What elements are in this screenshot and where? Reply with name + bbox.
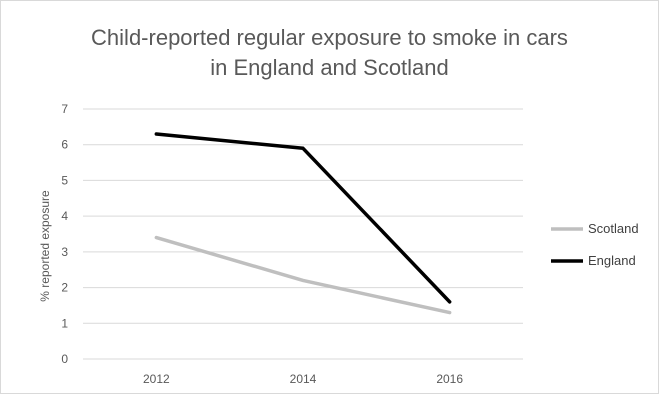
series-line-scotland xyxy=(154,235,452,315)
legend: Scotland England xyxy=(551,221,639,268)
y-tick-label-7: 7 xyxy=(61,102,68,116)
y-axis-title: % reported exposure xyxy=(38,190,52,302)
y-tick-label-4: 4 xyxy=(61,209,68,223)
gridlines xyxy=(83,108,523,360)
y-tick-label-2: 2 xyxy=(61,281,68,295)
x-axis-ticks: 2012 2014 2016 xyxy=(143,372,463,386)
y-tick-label-5: 5 xyxy=(61,173,68,187)
chart-title: Child-reported regular exposure to smoke… xyxy=(1,23,658,83)
y-axis-ticks: 0 1 2 3 4 5 6 7 xyxy=(61,102,68,366)
series-line-england xyxy=(154,132,452,304)
y-tick-label-6: 6 xyxy=(61,138,68,152)
legend-label-scotland: Scotland xyxy=(588,221,639,236)
chart-title-line-2: in England and Scotland xyxy=(210,55,449,80)
y-tick-label-0: 0 xyxy=(61,352,68,366)
series-lines xyxy=(154,132,452,315)
x-tick-label-2016: 2016 xyxy=(436,372,463,386)
x-tick-label-2014: 2014 xyxy=(290,372,317,386)
y-tick-label-3: 3 xyxy=(61,245,68,259)
x-tick-label-2012: 2012 xyxy=(143,372,170,386)
legend-label-england: England xyxy=(588,253,636,268)
y-tick-label-1: 1 xyxy=(61,316,68,330)
chart-title-line-1: Child-reported regular exposure to smoke… xyxy=(91,25,568,50)
